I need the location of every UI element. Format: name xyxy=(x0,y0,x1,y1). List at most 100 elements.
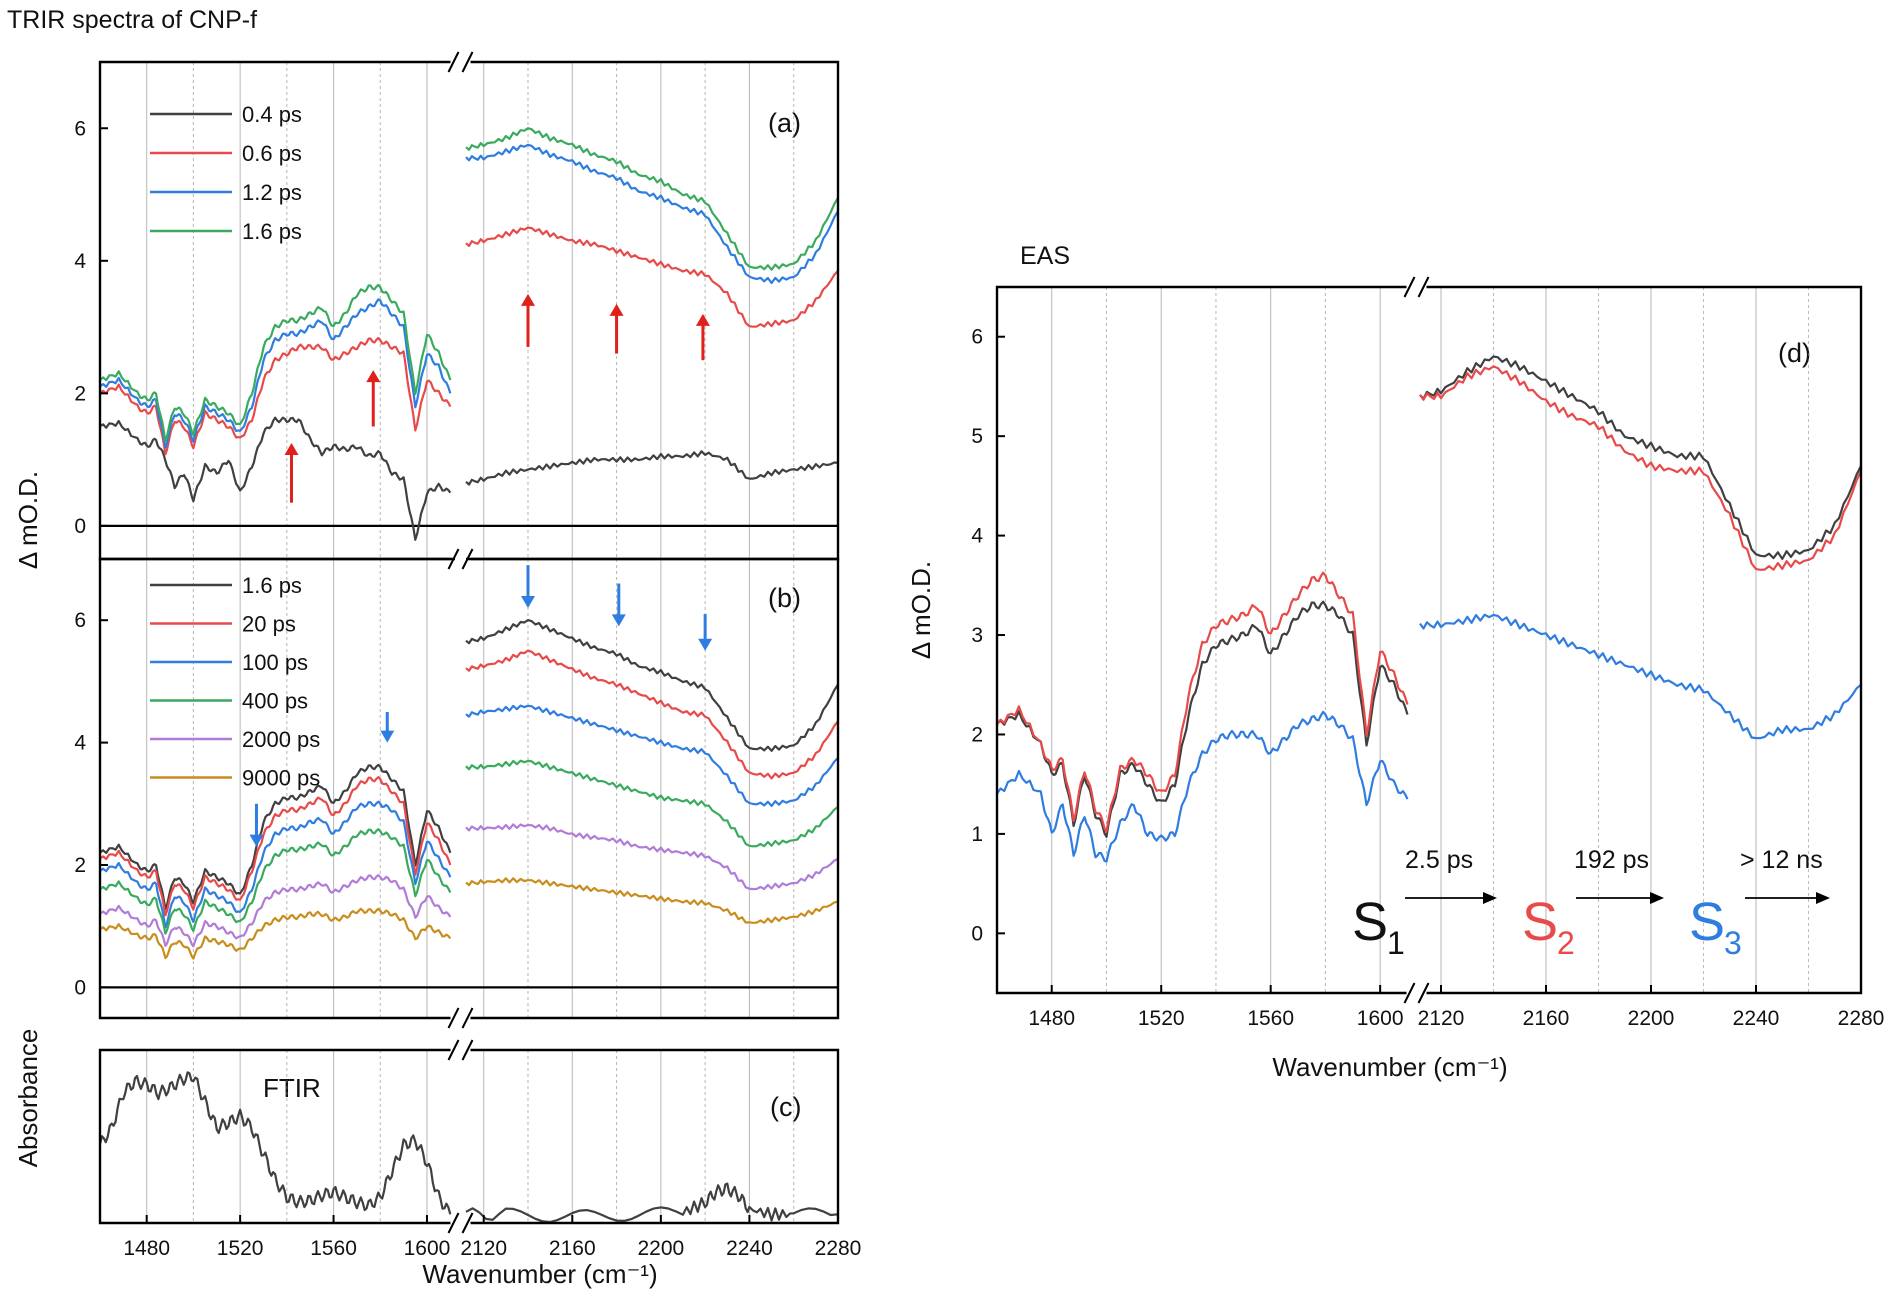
state-subscript: 3 xyxy=(1724,925,1742,961)
x-tick-label: 2240 xyxy=(726,1237,773,1260)
frame-left xyxy=(98,557,455,1020)
annotation-arrow-head xyxy=(284,443,299,456)
series-line xyxy=(1419,613,1862,740)
y-tick-label: 2 xyxy=(971,723,983,746)
y-tick-label: 2 xyxy=(74,854,86,877)
y-tick-label: 3 xyxy=(971,624,983,647)
series-line xyxy=(99,283,452,443)
legend-label: 1.6 ps xyxy=(242,219,302,244)
x-tick-label: 1480 xyxy=(123,1237,170,1260)
state-subscript: 2 xyxy=(1557,925,1575,961)
x-tick-label: 2240 xyxy=(1733,1007,1780,1030)
x-tick-label: 2120 xyxy=(1418,1007,1465,1030)
axis-break-mark xyxy=(447,1007,460,1029)
scheme-arrow-label: > 12 ns xyxy=(1740,846,1823,874)
panel-label-c: (c) xyxy=(770,1092,801,1122)
x-tick-label: 2160 xyxy=(1523,1007,1570,1030)
series-line xyxy=(996,571,1409,833)
annotation-arrow-head xyxy=(521,293,535,306)
scheme-arrow-head xyxy=(1650,892,1664,904)
legend-label: 2000 ps xyxy=(242,727,320,752)
panel-b: 0 2 4 6 1.6 ps 20 ps 100 ps 400 ps 2000 ps 9000 p… xyxy=(74,557,840,1029)
y-tick-label: 0 xyxy=(74,976,86,999)
state-label: S xyxy=(1522,892,1558,952)
series-line xyxy=(99,298,452,449)
y-tick-label: 4 xyxy=(74,250,86,273)
series-line xyxy=(465,143,839,285)
frame-right xyxy=(1420,285,1863,995)
panel-a: 0 2 4 6 0.4 ps 0.6 ps 1.2 ps 1.6 ps xyxy=(74,51,840,570)
x-tick-label: 2280 xyxy=(1838,1007,1885,1030)
scheme-arrow-head xyxy=(1816,892,1830,904)
axis-break-mark xyxy=(447,1039,460,1061)
legend-label: 9000 ps xyxy=(242,766,320,791)
x-tick-label: 2280 xyxy=(815,1237,862,1260)
panel-c: 1480 1520 1560 1600 2120 2160 2200 2240 2280 xyxy=(98,1039,862,1260)
annotation-arrow-head xyxy=(611,614,626,627)
legend-label: 1.6 ps xyxy=(242,573,302,598)
axis-break-mark xyxy=(461,1212,474,1234)
frame-left xyxy=(98,60,455,561)
legend-label: 400 ps xyxy=(242,689,308,714)
axis-break-mark xyxy=(1403,276,1416,298)
annotation-arrow-head xyxy=(521,595,535,608)
x-tick-label: 1480 xyxy=(1028,1007,1075,1030)
x-tick-label: 2200 xyxy=(637,1237,684,1260)
series-line xyxy=(465,450,839,486)
y-tick-label: 0 xyxy=(971,922,983,945)
series-line xyxy=(1419,355,1862,560)
y-tick-label: 5 xyxy=(971,425,983,448)
axis-break-mark xyxy=(461,1007,474,1029)
frame-left xyxy=(995,285,1413,995)
x-tick-label: 2160 xyxy=(549,1237,596,1260)
annotation-arrow-head xyxy=(698,638,713,651)
axis-break-mark xyxy=(1417,982,1430,1004)
series-line xyxy=(465,619,839,752)
annotation-arrow-head xyxy=(366,370,381,383)
series-line xyxy=(465,1182,839,1224)
axis-break-mark xyxy=(461,1039,474,1061)
legend-label: 100 ps xyxy=(242,650,308,675)
series-line xyxy=(98,1071,452,1215)
legend-label: 0.4 ps xyxy=(242,102,302,127)
axis-break-mark xyxy=(447,51,460,73)
annotation-arrow-head xyxy=(609,303,624,316)
y-tick-label: 6 xyxy=(74,609,86,632)
series-line xyxy=(465,823,839,891)
panel-d: 0 1 2 3 4 5 6 1480 1520 1560 1600 2120 2160 2200 2240 2… xyxy=(971,276,1885,1030)
left-x-axis-label: Wavenumber (cm⁻¹) xyxy=(422,1259,657,1289)
panel-label-d: (d) xyxy=(1778,338,1811,368)
y-tick-label: 4 xyxy=(971,525,983,548)
ftir-label: FTIR xyxy=(263,1073,321,1103)
kinetic-scheme: S1 S2 S32.5 ps 192 ps > 12 ns xyxy=(1352,846,1830,961)
y-tick-label: 6 xyxy=(971,326,983,349)
series-line xyxy=(465,127,839,271)
axis-break-mark xyxy=(1417,276,1430,298)
series-line xyxy=(1419,365,1862,571)
series-line xyxy=(99,874,452,948)
annotation-arrow-head xyxy=(380,730,395,743)
series-line xyxy=(99,907,452,960)
series-line xyxy=(996,710,1409,863)
left-y-axis-label: Δ mO.D. xyxy=(13,471,43,569)
scheme-arrow-label: 2.5 ps xyxy=(1405,846,1473,874)
y-tick-label: 1 xyxy=(971,823,983,846)
series-line xyxy=(465,649,839,780)
frame-right xyxy=(466,1048,840,1225)
x-tick-label: 1600 xyxy=(404,1237,451,1260)
series-line xyxy=(99,336,452,456)
axis-break-mark xyxy=(461,51,474,73)
y-tick-label: 4 xyxy=(74,732,86,755)
panel-label-b: (b) xyxy=(768,583,801,613)
x-tick-label: 1520 xyxy=(217,1237,264,1260)
panel-label-a: (a) xyxy=(768,108,801,138)
annotation-arrow-head xyxy=(695,313,710,326)
frame-right xyxy=(466,557,840,1020)
state-label: S xyxy=(1689,892,1725,952)
y-tick-label: 6 xyxy=(74,117,86,140)
series-line xyxy=(99,416,452,541)
right-y-axis-label: Δ mO.D. xyxy=(906,561,936,659)
series-line xyxy=(99,828,452,935)
